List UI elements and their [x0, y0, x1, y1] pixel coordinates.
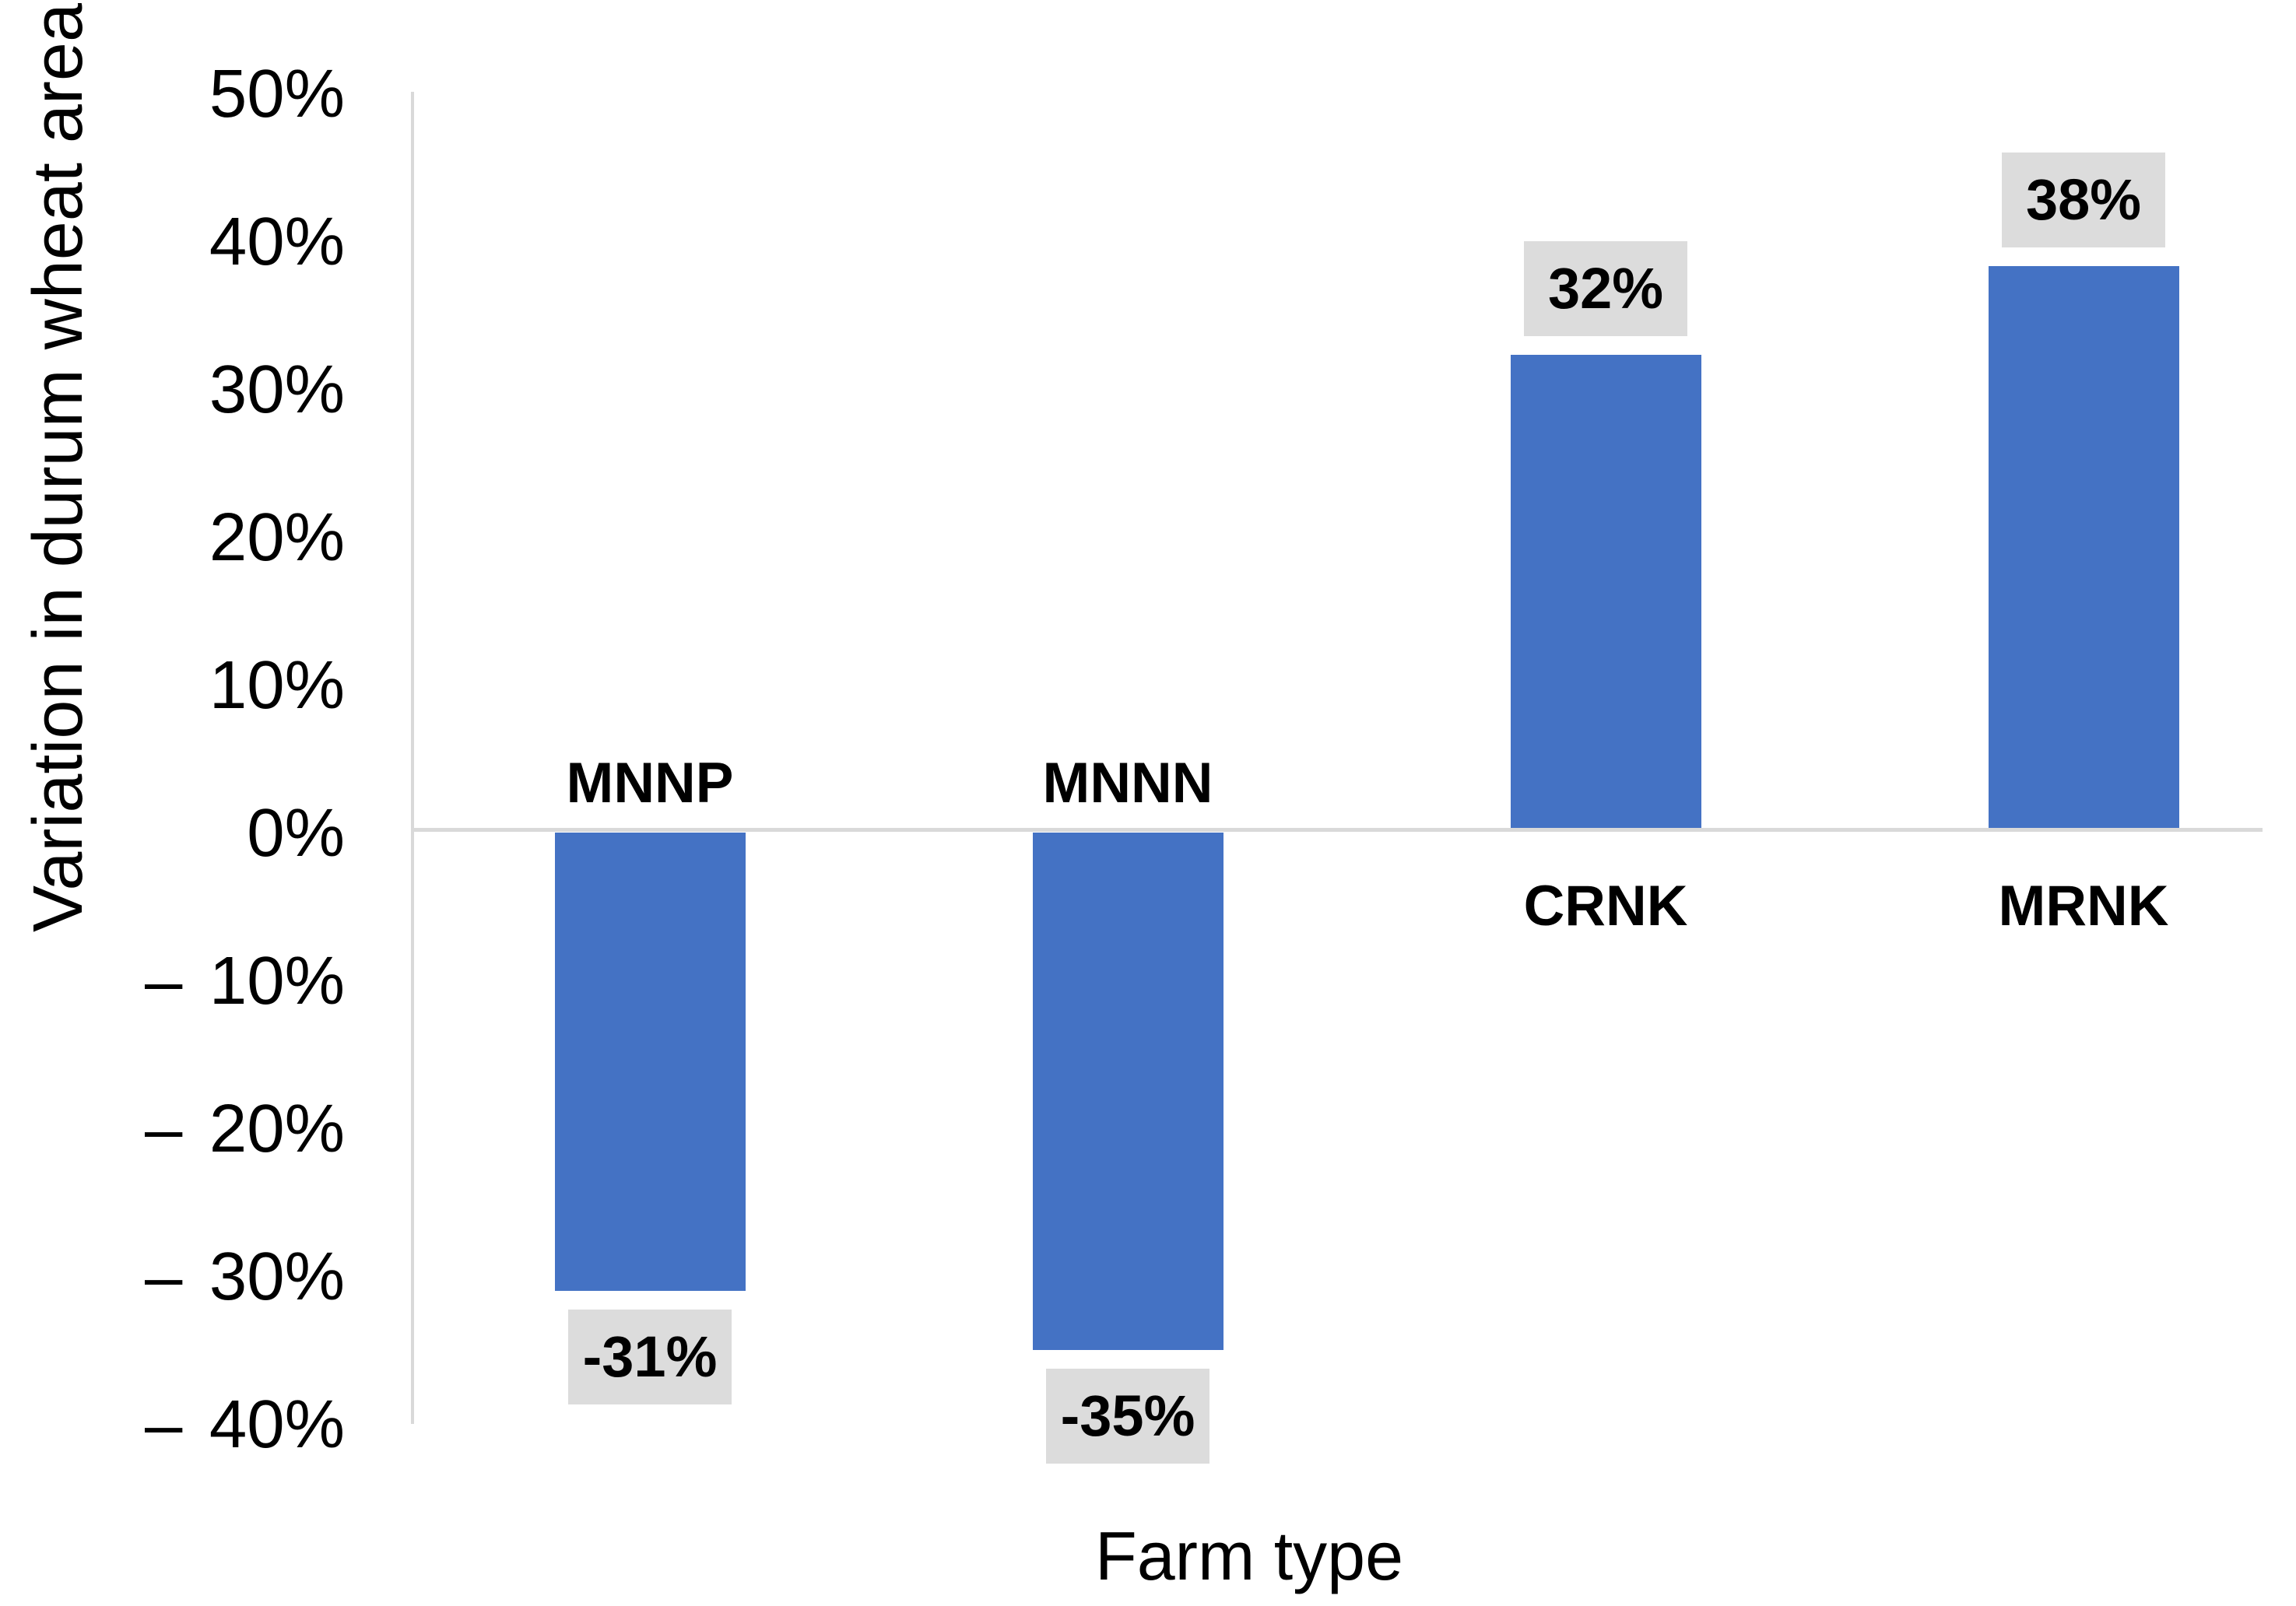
negative-sign: –	[145, 942, 183, 1019]
y-tick-label: –40%	[145, 1388, 345, 1460]
y-tick-label: 30%	[145, 353, 345, 425]
tick-value: 30%	[209, 351, 345, 427]
negative-sign: –	[145, 1090, 183, 1166]
category-label-mnnp: MNNP	[566, 752, 734, 815]
bar-mrnk	[1988, 266, 2179, 828]
tick-value: 20%	[209, 499, 345, 575]
y-tick-label: –30%	[145, 1240, 345, 1312]
tick-value: 30%	[209, 1238, 345, 1314]
bar-mnnn	[1032, 833, 1223, 1350]
y-tick-label: 0%	[145, 797, 345, 868]
y-tick-label: 10%	[145, 649, 345, 721]
y-axis-line	[411, 92, 414, 1424]
y-axis-title: Variation in durum wheat area	[19, 3, 97, 932]
tick-value: 10%	[209, 647, 345, 723]
y-tick-label: –10%	[145, 945, 345, 1016]
data-label-mrnk: 38%	[2002, 153, 2165, 247]
bar-crnk	[1510, 355, 1701, 828]
y-tick-label: 50%	[145, 58, 345, 129]
tick-value: 20%	[209, 1090, 345, 1166]
y-tick-label: 40%	[145, 205, 345, 277]
tick-value: 40%	[209, 203, 345, 279]
data-label-crnk: 32%	[1524, 241, 1687, 336]
x-axis-line	[411, 828, 2263, 832]
data-label-mnnn: -35%	[1046, 1369, 1209, 1464]
tick-value: 50%	[209, 55, 345, 131]
category-label-mnnn: MNNN	[1042, 752, 1213, 815]
y-tick-label: –20%	[145, 1092, 345, 1164]
y-tick-label: 20%	[145, 501, 345, 573]
category-label-crnk: CRNK	[1523, 875, 1688, 938]
negative-sign: –	[145, 1386, 183, 1462]
negative-sign: –	[145, 1238, 183, 1314]
x-axis-title: Farm type	[1094, 1517, 1404, 1594]
tick-value: 0%	[247, 794, 345, 871]
tick-value: 40%	[209, 1386, 345, 1462]
tick-value: 10%	[209, 942, 345, 1019]
category-label-mrnk: MRNK	[1998, 875, 2169, 938]
data-label-mnnp: -31%	[568, 1310, 732, 1404]
bar-mnnp	[554, 833, 746, 1291]
